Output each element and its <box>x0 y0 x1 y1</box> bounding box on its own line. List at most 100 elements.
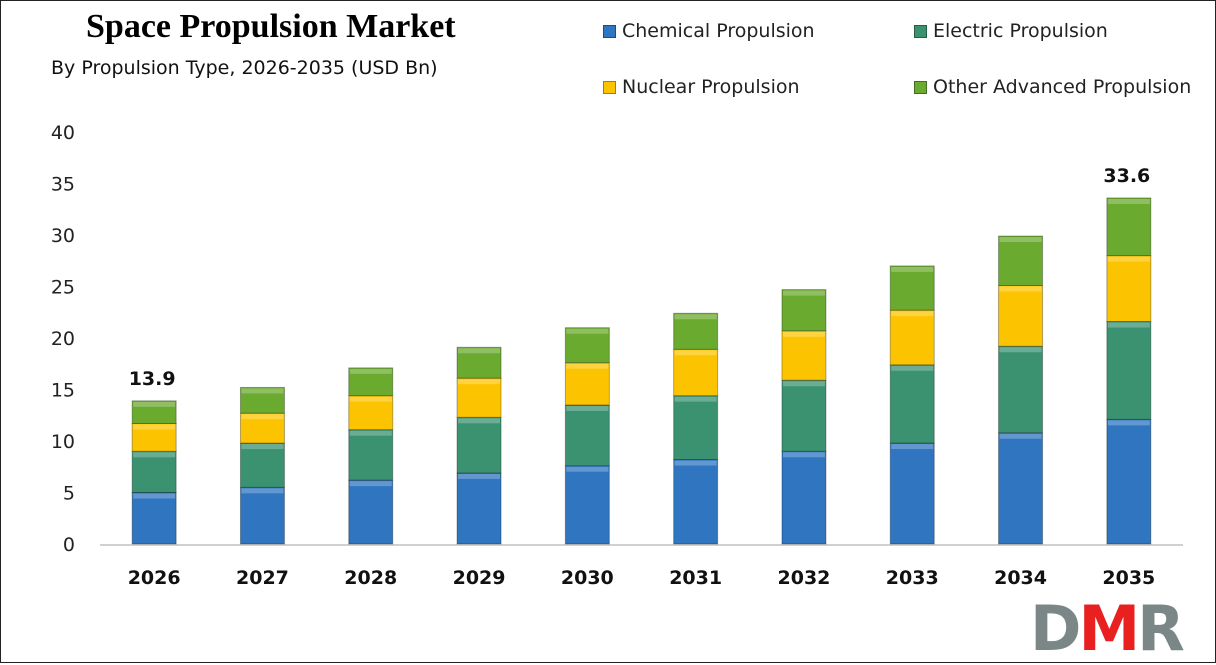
x-tick-label: 2034 <box>994 567 1047 589</box>
bar-segment <box>239 486 285 545</box>
bar-segment-highlight <box>566 363 609 369</box>
legend-item-chemical: Chemical Propulsion <box>603 20 815 42</box>
legend-label: Other Advanced Propulsion <box>933 76 1192 98</box>
bar-segment-highlight <box>241 414 284 420</box>
legend-label: Chemical Propulsion <box>622 20 815 42</box>
bar-segment-highlight <box>349 481 392 487</box>
y-tick-label: 40 <box>51 122 75 144</box>
legend-swatch-chemical <box>603 24 616 38</box>
bar-segment <box>239 386 285 414</box>
x-tick-label: 2028 <box>344 567 397 589</box>
bar-segment-highlight <box>458 348 501 354</box>
bar-segment <box>456 346 502 379</box>
x-tick-label: 2029 <box>453 567 506 589</box>
x-tick-label: 2031 <box>669 567 722 589</box>
bar-segment-highlight <box>782 290 825 296</box>
bar-segment <box>889 309 935 366</box>
bar-segment-highlight <box>674 460 717 466</box>
bar-segment-highlight <box>1107 198 1150 204</box>
bar-segment <box>348 429 394 481</box>
bar-segment <box>239 412 285 444</box>
bar-segment <box>998 284 1044 347</box>
data-label: 33.6 <box>1103 165 1150 187</box>
bar-segment <box>1106 418 1152 545</box>
dmr-logo: DMR <box>1030 592 1185 665</box>
bar-segment <box>131 400 177 424</box>
bar-segment-highlight <box>782 452 825 458</box>
bar-segment-highlight <box>891 311 934 317</box>
bar-segment-highlight <box>133 493 176 499</box>
bar-segment-highlight <box>349 396 392 402</box>
bar-segment-highlight <box>241 444 284 450</box>
legend-swatch-electric <box>914 24 927 38</box>
x-tick-label: 2033 <box>886 567 939 589</box>
bar-segment-highlight <box>566 466 609 472</box>
bar-segment <box>998 432 1044 545</box>
bar-segment <box>239 442 285 488</box>
y-tick-label: 5 <box>63 483 75 505</box>
y-tick-label: 0 <box>63 534 75 556</box>
bar-segment <box>348 367 394 397</box>
bar-segment-highlight <box>999 347 1042 353</box>
bar-segment <box>456 472 502 545</box>
bar-segment-highlight <box>349 368 392 374</box>
bar-segment <box>673 312 719 350</box>
legend-swatch-other <box>914 80 927 94</box>
legend-label: Nuclear Propulsion <box>622 76 800 98</box>
legend-item-other: Other Advanced Propulsion <box>914 76 1191 98</box>
bar-segment-highlight <box>1107 322 1150 328</box>
bar-segment <box>673 348 719 397</box>
x-tick-label: 2026 <box>128 567 181 589</box>
x-tick-label: 2027 <box>236 567 289 589</box>
data-label: 13.9 <box>129 368 176 390</box>
x-tick-label: 2032 <box>778 567 831 589</box>
y-tick-label: 35 <box>51 174 75 196</box>
bar-segment <box>131 492 177 545</box>
bar-segment-highlight <box>999 286 1042 292</box>
legend-swatch-nuclear <box>603 80 616 94</box>
y-tick-label: 15 <box>51 380 75 402</box>
y-tick-label: 20 <box>51 328 75 350</box>
bar-segment-highlight <box>458 379 501 385</box>
bar-segment-highlight <box>133 401 176 407</box>
bar-segment-highlight <box>674 396 717 402</box>
y-tick-label: 25 <box>51 277 75 299</box>
bar-segment <box>564 404 610 467</box>
bar-segment-highlight <box>891 444 934 450</box>
bar-segment-highlight <box>458 473 501 479</box>
bar-segment-highlight <box>349 430 392 436</box>
legend-item-electric: Electric Propulsion <box>914 20 1108 42</box>
bar-segment-highlight <box>133 452 176 458</box>
chart-subtitle: By Propulsion Type, 2026-2035 (USD Bn) <box>51 57 438 79</box>
bar-segment <box>781 330 827 381</box>
bar-segment <box>781 379 827 452</box>
bar-segment-highlight <box>891 266 934 272</box>
bar-segment-highlight <box>999 237 1042 243</box>
bar-segment <box>564 362 610 406</box>
bar-segment <box>1106 321 1152 420</box>
bar-segment <box>889 364 935 444</box>
bar-segment <box>564 465 610 545</box>
y-tick-label: 30 <box>51 225 75 247</box>
bar-segment <box>998 345 1044 434</box>
bar-segment-highlight <box>1107 256 1150 262</box>
chart-title: Space Propulsion Market <box>86 8 456 45</box>
bar-segment <box>1106 197 1152 257</box>
bar-segment-highlight <box>566 328 609 334</box>
bar-segment <box>673 395 719 461</box>
bar-segment <box>673 459 719 545</box>
bar-segment <box>781 289 827 332</box>
bar-segment <box>456 377 502 418</box>
bar-segment <box>1106 255 1152 323</box>
bar-segment-highlight <box>891 365 934 371</box>
bar-segment <box>781 450 827 545</box>
legend-label: Electric Propulsion <box>933 20 1108 42</box>
bar-segment <box>348 395 394 431</box>
bar-segment <box>889 265 935 311</box>
bar-segment <box>564 327 610 364</box>
bar-segment-highlight <box>133 424 176 430</box>
y-tick-label: 10 <box>51 431 75 453</box>
bar-segment-highlight <box>241 488 284 494</box>
bar-segment <box>348 479 394 545</box>
